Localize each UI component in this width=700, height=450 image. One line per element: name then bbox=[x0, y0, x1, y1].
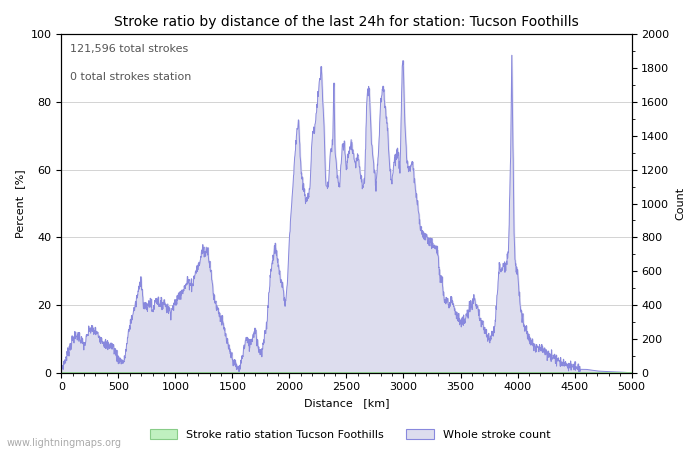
Y-axis label: Percent  [%]: Percent [%] bbox=[15, 169, 25, 238]
Legend: Stroke ratio station Tucson Foothills, Whole stroke count: Stroke ratio station Tucson Foothills, W… bbox=[145, 425, 555, 445]
Text: 0 total strokes station: 0 total strokes station bbox=[70, 72, 191, 81]
Y-axis label: Count: Count bbox=[675, 187, 685, 220]
Text: 121,596 total strokes: 121,596 total strokes bbox=[70, 45, 188, 54]
X-axis label: Distance   [km]: Distance [km] bbox=[304, 398, 389, 408]
Title: Stroke ratio by distance of the last 24h for station: Tucson Foothills: Stroke ratio by distance of the last 24h… bbox=[114, 15, 579, 29]
Text: www.lightningmaps.org: www.lightningmaps.org bbox=[7, 438, 122, 448]
